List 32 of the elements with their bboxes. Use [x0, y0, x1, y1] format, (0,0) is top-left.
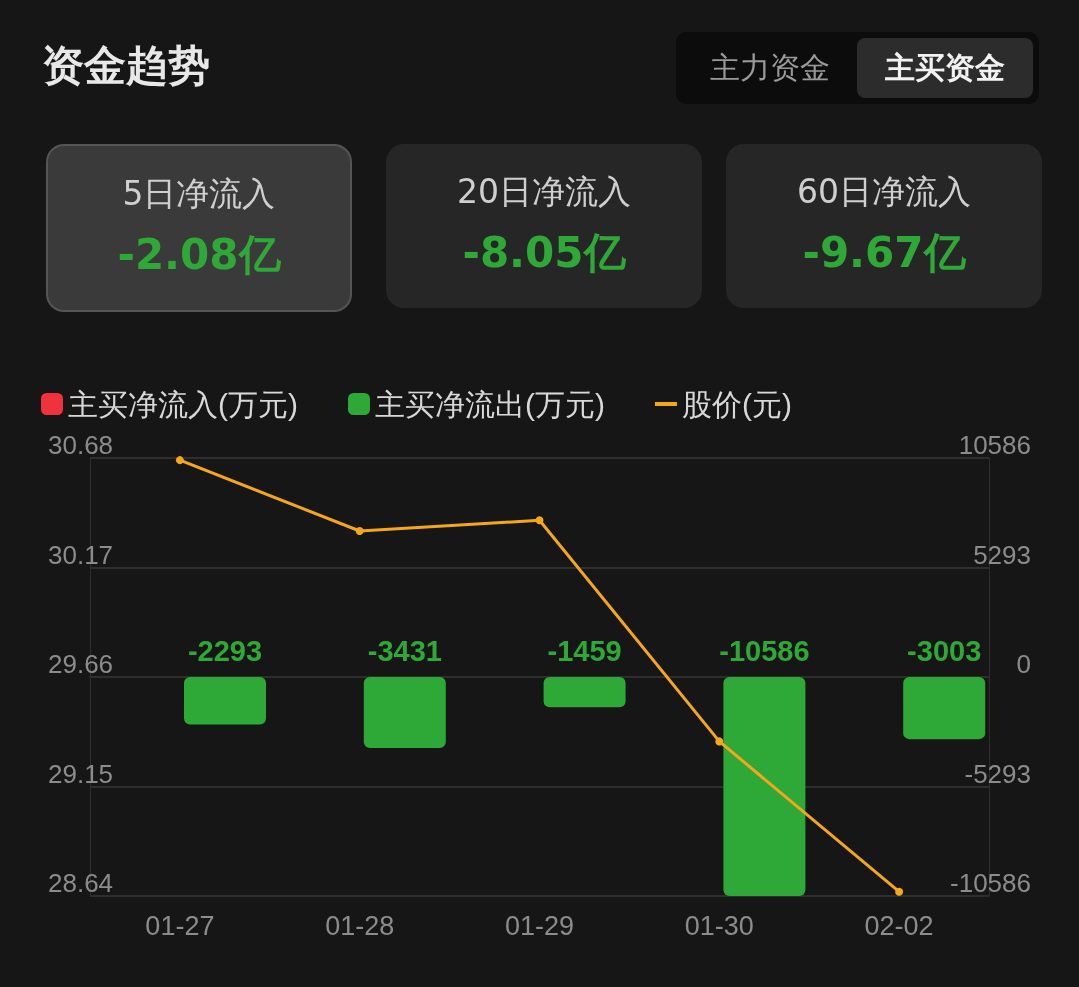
y-tick-label: 30.68 — [48, 430, 114, 460]
text: 主力资金 — [709, 49, 831, 87]
text: 主买资金 — [857, 38, 1033, 98]
y2-tick-label: 5293 — [973, 539, 1031, 570]
y2-tick-label: 10586 — [958, 430, 1031, 460]
x-tick-label: 01-29 — [504, 910, 575, 941]
data-label: -2293 — [187, 634, 263, 667]
text: -2.08亿 — [116, 229, 282, 281]
chart-title: 资金趋势 — [42, 40, 210, 92]
text: -9.67亿 — [801, 227, 967, 279]
y-tick-label: 29.66 — [48, 649, 114, 679]
text: -8.05亿 — [461, 227, 627, 279]
y2-tick-label: -5293 — [964, 758, 1031, 789]
y2-tick-label: 0 — [1016, 649, 1031, 679]
y-tick-label: 29.15 — [48, 758, 114, 789]
legend-label: 主买净流出(万元) — [374, 387, 605, 421]
x-tick-label: 01-30 — [684, 910, 754, 941]
legend-label: 股价(元) — [681, 387, 792, 421]
y2-tick-label: -10586 — [950, 868, 1031, 898]
x-tick-label: 01-27 — [145, 910, 215, 941]
legend-label: 主买净流入(万元) — [68, 387, 298, 421]
data-label: -3003 — [907, 634, 982, 667]
data-label: -10586 — [719, 634, 810, 667]
text: 5日净流入 — [121, 173, 277, 215]
data-label: -1459 — [547, 634, 622, 667]
y-tick-label: 30.17 — [48, 539, 114, 570]
x-tick-label: 01-28 — [325, 910, 395, 941]
text: 20日净流入 — [456, 171, 632, 213]
text: 60日净流入 — [796, 171, 972, 213]
data-label: -3431 — [367, 634, 442, 667]
x-tick-label: 02-02 — [864, 910, 934, 941]
y-tick-label: 28.64 — [48, 868, 114, 898]
